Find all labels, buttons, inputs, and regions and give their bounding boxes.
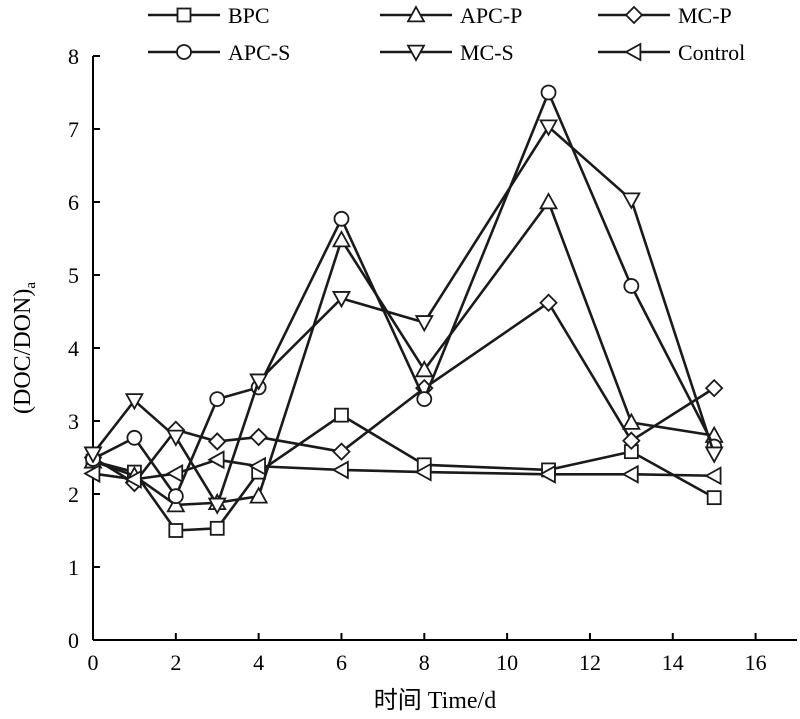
data-point-control [414, 462, 432, 482]
legend-entry-bpc: BPC [148, 3, 270, 28]
data-point-apc-p [249, 486, 269, 504]
series-mc-s [83, 119, 724, 515]
y-tick-label: 3 [68, 409, 79, 434]
legend-entry-mc-s: MC-S [380, 40, 514, 65]
x-ticks: 0 2 4 6 8 10 12 14 16 [88, 633, 767, 675]
data-point-apc-s [126, 429, 143, 446]
series-line-mc-s [91, 125, 716, 507]
data-point-mc-p [622, 431, 641, 450]
data-point-mc-s [538, 119, 559, 137]
data-point-mc-s [331, 291, 352, 309]
data-point-control [83, 464, 101, 484]
legend-marker [406, 44, 426, 62]
legend-entry-mc-p: MC-P [598, 3, 732, 28]
legend: BPC APC-P MC-P APC-S MC-S Control [148, 3, 745, 65]
legend-label: Control [678, 40, 745, 65]
data-point-mc-s [83, 446, 103, 464]
data-point-bpc [706, 490, 722, 506]
data-point-mc-s [166, 429, 186, 447]
legend-label: BPC [228, 3, 270, 28]
series-apc-s [85, 84, 723, 505]
data-point-apc-s [623, 278, 640, 294]
data-point-apc-p [166, 495, 186, 513]
data-point-bpc [168, 523, 184, 538]
x-tick-label: 14 [662, 650, 684, 675]
data-point-mc-p [704, 378, 724, 398]
data-point-control [207, 450, 225, 470]
legend-label: APC-S [228, 40, 290, 65]
x-tick-label: 4 [253, 650, 264, 675]
data-point-bpc [334, 407, 349, 423]
legend-marker [406, 5, 426, 23]
data-point-mc-s [249, 373, 269, 391]
data-point-control [165, 464, 184, 484]
y-axis-title: (DOC/DON)a [10, 282, 39, 414]
data-point-control [538, 464, 556, 484]
series-line-mc-p [92, 301, 715, 485]
series-control [83, 450, 722, 489]
series-group [83, 84, 724, 538]
x-tick-label: 6 [336, 650, 347, 675]
y-ticks: 0 1 2 3 4 5 6 7 8 [68, 44, 100, 653]
data-point-apc-p [331, 230, 352, 248]
data-point-apc-p [414, 360, 434, 378]
data-point-mc-s [704, 446, 724, 464]
legend-entry-apc-p: APC-P [380, 3, 522, 28]
legend-label: MC-S [460, 40, 514, 65]
data-point-apc-s [416, 391, 433, 408]
series-mc-p [83, 293, 724, 493]
data-point-mc-p [249, 427, 268, 447]
data-point-bpc [209, 520, 225, 536]
data-point-control [704, 466, 722, 486]
data-point-apc-s [167, 488, 184, 505]
x-axis-title: 时间 Time/d [374, 687, 496, 714]
data-point-control [331, 460, 349, 480]
legend-marker [176, 7, 192, 23]
series-line-apc-p [92, 200, 715, 507]
series-line-apc-s [92, 91, 716, 498]
y-tick-label: 2 [68, 482, 79, 507]
data-point-apc-p [538, 192, 559, 210]
x-tick-label: 16 [745, 650, 767, 675]
data-point-mc-p [332, 442, 351, 461]
data-point-mc-s [621, 192, 641, 210]
data-point-apc-s [209, 391, 226, 408]
data-point-mc-s [124, 393, 144, 411]
y-axis-title-subscript: a [23, 282, 39, 289]
data-point-apc-p [621, 412, 641, 430]
legend-label: APC-P [460, 3, 522, 28]
y-tick-label: 5 [68, 263, 79, 288]
data-point-control [248, 456, 266, 476]
x-tick-label: 2 [170, 650, 181, 675]
y-tick-label: 4 [68, 336, 79, 361]
legend-marker [624, 5, 644, 25]
legend-marker [624, 42, 642, 62]
y-tick-label: 6 [68, 190, 79, 215]
data-point-apc-s [333, 210, 350, 227]
y-axis-title-main: (DOC/DON) [10, 289, 36, 414]
legend-marker [176, 44, 192, 60]
y-tick-label: 7 [68, 117, 79, 142]
data-point-mc-p [539, 293, 558, 313]
data-point-mc-s [207, 497, 227, 515]
legend-label: MC-P [678, 3, 732, 28]
x-tick-label: 0 [88, 650, 99, 675]
y-tick-label: 0 [68, 628, 79, 653]
legend-entry-control: Control [598, 40, 745, 65]
y-tick-label: 8 [68, 44, 79, 69]
x-tick-label: 8 [419, 650, 430, 675]
legend-entry-apc-s: APC-S [148, 40, 290, 65]
data-point-control [621, 464, 639, 484]
data-point-mc-s [414, 315, 434, 333]
series-line-control [92, 458, 715, 481]
data-point-control [124, 469, 142, 489]
data-point-mc-p [207, 432, 227, 451]
x-tick-label: 12 [579, 650, 601, 675]
data-point-apc-s [540, 84, 557, 101]
y-tick-label: 1 [68, 555, 79, 580]
x-tick-label: 10 [496, 650, 518, 675]
